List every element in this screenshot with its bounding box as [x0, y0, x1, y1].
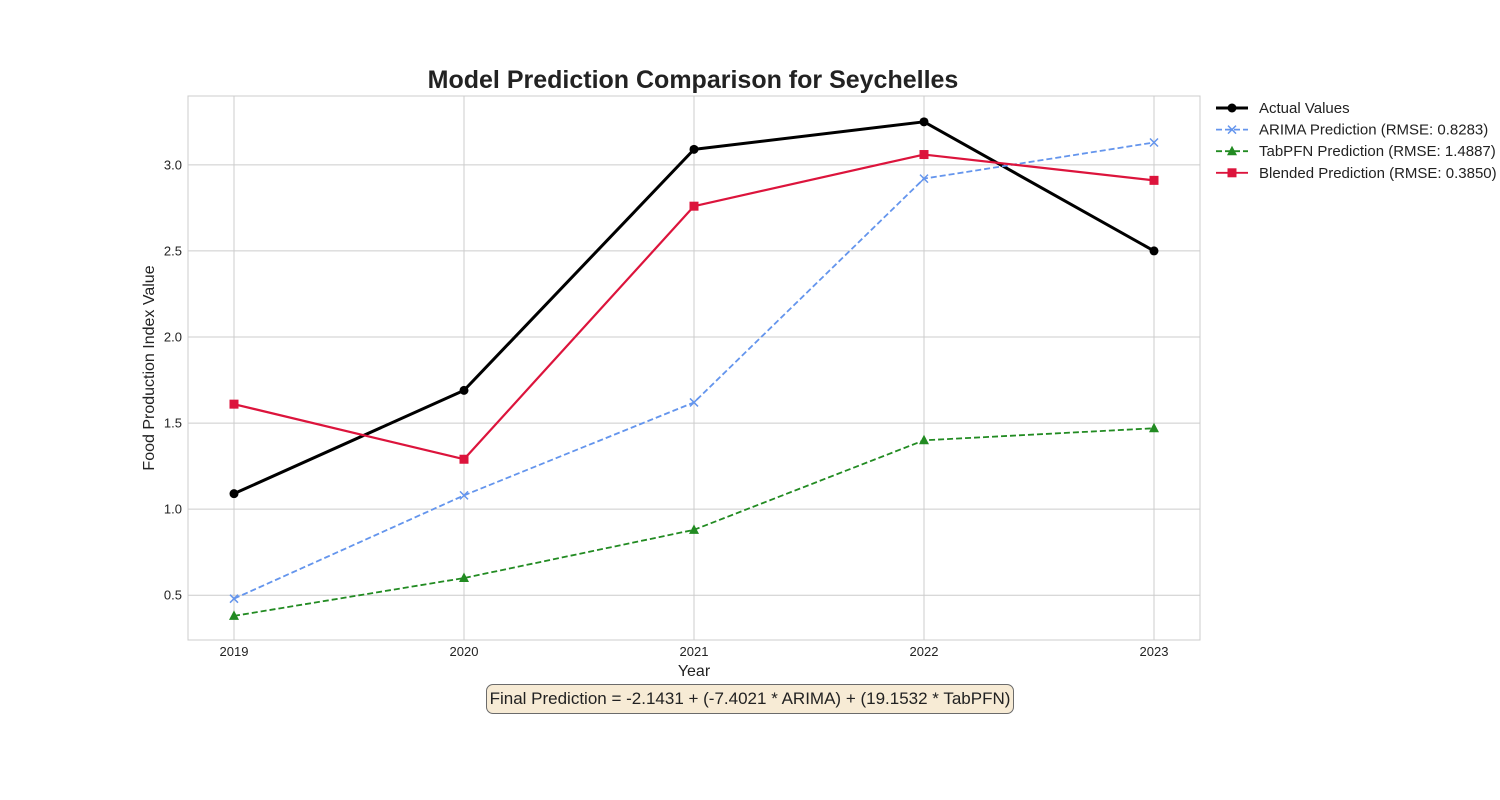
- series-1: [229, 117, 1159, 499]
- legend-marker: [1227, 103, 1237, 113]
- grid: [188, 96, 1200, 640]
- legend-label: Blended Prediction (RMSE: 0.3850): [1259, 165, 1497, 182]
- data-point: [459, 385, 469, 395]
- legend-label: Actual Values: [1259, 100, 1350, 117]
- data-point: [459, 572, 469, 583]
- series-group: [229, 117, 1159, 620]
- y-tick-label: 3.0: [164, 157, 182, 172]
- data-point: [1149, 175, 1159, 185]
- legend-label: ARIMA Prediction (RMSE: 0.8283): [1259, 122, 1488, 139]
- data-point: [229, 489, 239, 499]
- legend-item: Blended Prediction (RMSE: 0.3850): [1216, 165, 1497, 182]
- data-point: [1149, 422, 1159, 433]
- data-point: [919, 150, 929, 160]
- legend-marker: [1227, 168, 1237, 178]
- data-point: [689, 397, 699, 407]
- data-point: [919, 117, 929, 127]
- x-tick-label: 2019: [220, 644, 249, 659]
- legend-item: ARIMA Prediction (RMSE: 0.8283): [1216, 122, 1488, 139]
- legend: Actual Values ARIMA Prediction (RMSE: 0.8…: [1216, 100, 1497, 182]
- plot-frame: [187, 95, 1201, 641]
- data-point: [1149, 137, 1159, 148]
- data-point: [919, 434, 929, 445]
- x-tick-label: 2023: [1140, 644, 1169, 659]
- data-point: [229, 610, 239, 620]
- legend-label: TabPFN Prediction (RMSE: 1.4887): [1259, 143, 1496, 160]
- y-tick-labels: 0.5 1.0 1.5 2.0 2.5 3.0: [164, 157, 182, 602]
- legend-marker: [1227, 145, 1237, 156]
- data-point: [689, 524, 699, 534]
- data-point: [689, 144, 699, 154]
- data-point: [1149, 246, 1159, 256]
- x-tick-label: 2022: [910, 644, 939, 659]
- x-tick-label: 2021: [680, 644, 709, 659]
- formula-annotation: Final Prediction = -2.1431 + (-7.4021 * …: [486, 684, 1014, 714]
- y-tick-label: 0.5: [164, 588, 182, 603]
- y-axis-label: Food Production Index Value: [141, 265, 158, 470]
- data-point: [459, 490, 469, 500]
- legend-item: TabPFN Prediction (RMSE: 1.4887): [1216, 143, 1496, 160]
- y-tick-label: 2.0: [164, 330, 182, 345]
- series-2: [229, 137, 1159, 604]
- data-point: [459, 454, 469, 464]
- legend-item: Actual Values: [1216, 100, 1350, 117]
- data-point: [229, 594, 239, 604]
- data-point: [919, 174, 929, 184]
- y-tick-label: 1.0: [164, 502, 182, 517]
- series-3: [229, 422, 1159, 620]
- data-point: [229, 399, 239, 409]
- series-4: [229, 150, 1159, 464]
- x-tick-labels: 2019 2020 2021 2022 2023: [220, 644, 1169, 659]
- x-axis-label: Year: [678, 663, 711, 680]
- y-tick-label: 1.5: [164, 416, 182, 431]
- legend-marker: [1227, 125, 1237, 135]
- y-tick-label: 2.5: [164, 243, 182, 258]
- x-tick-label: 2020: [450, 644, 479, 659]
- chart-title: Model Prediction Comparison for Seychell…: [428, 66, 959, 94]
- data-point: [689, 201, 699, 211]
